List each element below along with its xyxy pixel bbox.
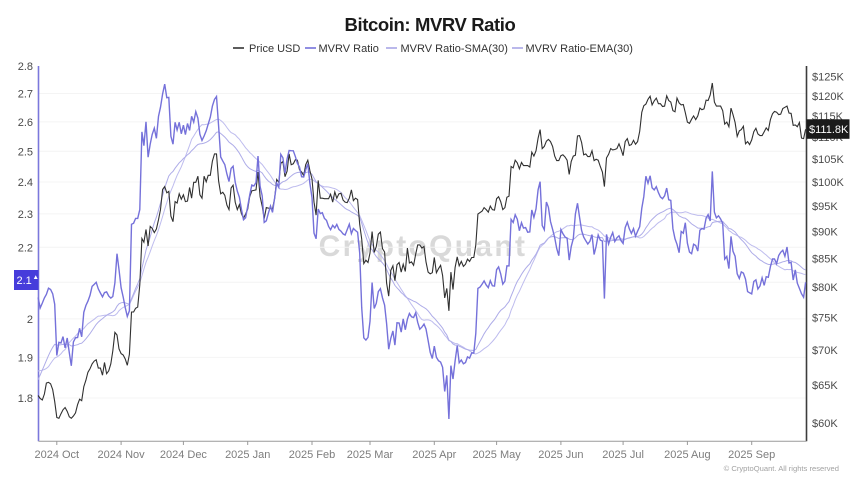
svg-text:$80K: $80K: [812, 282, 838, 294]
svg-text:$125K: $125K: [812, 72, 844, 84]
svg-text:2.5: 2.5: [18, 146, 33, 158]
svg-text:CryptoQuant: CryptoQuant: [319, 230, 528, 263]
svg-text:1.8: 1.8: [18, 393, 33, 405]
svg-text:$111.8K: $111.8K: [809, 124, 849, 136]
svg-text:2.2: 2.2: [18, 242, 33, 254]
svg-text:$70K: $70K: [812, 345, 838, 357]
svg-text:$120K: $120K: [812, 91, 844, 103]
svg-text:2025 Jun: 2025 Jun: [538, 449, 583, 461]
svg-text:MVRV Ratio-EMA(30): MVRV Ratio-EMA(30): [526, 43, 633, 55]
svg-text:Bitcoin: MVRV Ratio: Bitcoin: MVRV Ratio: [345, 14, 516, 35]
svg-text:$85K: $85K: [812, 254, 838, 266]
svg-text:2025 Jul: 2025 Jul: [602, 449, 644, 461]
svg-text:2025 Apr: 2025 Apr: [412, 449, 456, 461]
svg-text:MVRV Ratio: MVRV Ratio: [319, 43, 379, 55]
svg-text:2024 Oct: 2024 Oct: [34, 449, 79, 461]
svg-text:$105K: $105K: [812, 154, 844, 166]
svg-text:2024 Nov: 2024 Nov: [98, 449, 146, 461]
svg-text:2.8: 2.8: [18, 61, 33, 73]
svg-text:$95K: $95K: [812, 201, 838, 213]
svg-text:$100K: $100K: [812, 177, 844, 189]
svg-text:2025 Jan: 2025 Jan: [225, 449, 270, 461]
svg-text:2024 Dec: 2024 Dec: [160, 449, 208, 461]
svg-text:$90K: $90K: [812, 227, 838, 239]
svg-text:2025 Sep: 2025 Sep: [728, 449, 775, 461]
svg-text:2.4: 2.4: [18, 177, 33, 189]
svg-text:2: 2: [27, 314, 33, 326]
svg-text:© CryptoQuant. All rights rese: © CryptoQuant. All rights reserved: [724, 464, 839, 473]
svg-text:$60K: $60K: [812, 418, 838, 430]
svg-text:Price USD: Price USD: [249, 43, 300, 55]
svg-text:2.1: 2.1: [17, 275, 32, 287]
svg-text:2025 May: 2025 May: [472, 449, 521, 461]
svg-text:2025 Aug: 2025 Aug: [664, 449, 711, 461]
svg-text:MVRV Ratio-SMA(30): MVRV Ratio-SMA(30): [401, 43, 508, 55]
svg-text:$75K: $75K: [812, 313, 838, 325]
svg-text:▲: ▲: [33, 274, 39, 281]
svg-text:2025 Mar: 2025 Mar: [347, 449, 394, 461]
svg-text:1.9: 1.9: [18, 352, 33, 364]
svg-text:2025 Feb: 2025 Feb: [289, 449, 335, 461]
svg-text:2.3: 2.3: [18, 209, 33, 221]
svg-text:2.6: 2.6: [18, 117, 33, 129]
svg-text:$65K: $65K: [812, 380, 838, 392]
svg-text:2.7: 2.7: [18, 89, 33, 101]
